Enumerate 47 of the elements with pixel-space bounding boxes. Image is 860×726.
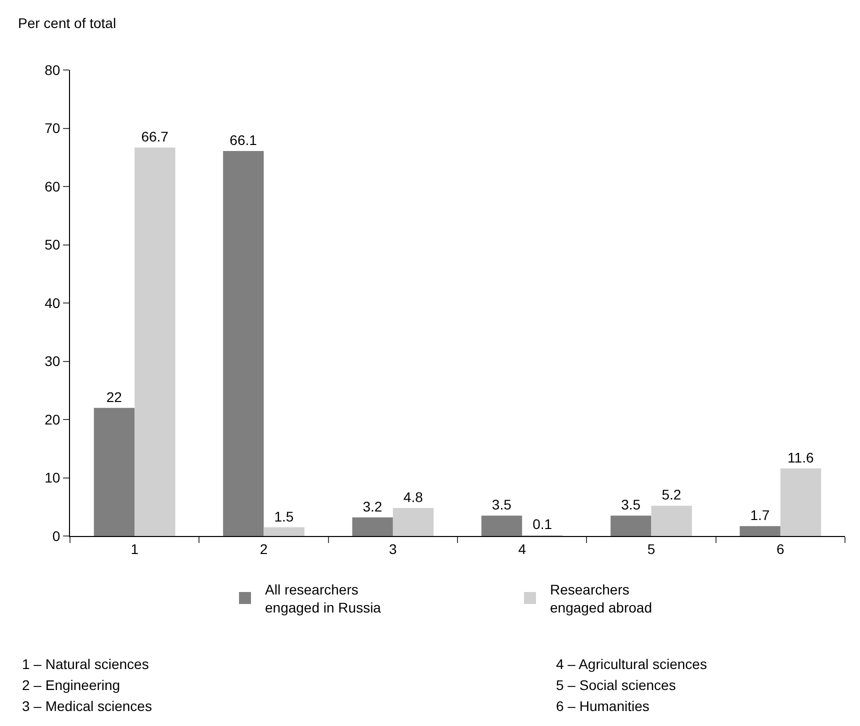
bar	[94, 408, 135, 536]
y-tick-label: 0	[52, 528, 60, 544]
data-label: 3.5	[492, 496, 512, 513]
data-label: 1.7	[750, 507, 770, 524]
text: 5 – Social sciences	[556, 677, 676, 693]
text: 6 – Humanities	[556, 698, 650, 714]
data-label: 1.5	[274, 508, 294, 524]
text: 1 – Natural sciences	[22, 656, 149, 672]
text: 3 – Medical sciences	[22, 698, 152, 714]
y-tick-label: 50	[44, 236, 60, 253]
data-label: 11.6	[788, 449, 814, 466]
text: 4 – Agricultural sciences	[556, 656, 707, 672]
y-tick-label: 40	[44, 294, 60, 311]
x-tick-label: 6	[776, 540, 785, 557]
x-tick-label: 2	[260, 540, 268, 557]
bar	[780, 468, 822, 536]
y-tick-label: 70	[44, 120, 60, 136]
bar	[264, 527, 304, 536]
bar	[481, 516, 522, 536]
data-label: 4.8	[403, 489, 424, 506]
bar	[740, 526, 780, 536]
data-label: 5.2	[662, 486, 682, 503]
x-tick-label: 5	[647, 540, 656, 557]
y-tick-label: 20	[44, 411, 60, 428]
text: 2 – Engineering	[22, 677, 120, 693]
bar	[352, 517, 393, 536]
bar	[134, 147, 176, 536]
bar	[223, 150, 264, 536]
x-tick-label: 3	[389, 540, 398, 557]
y-axis-title: Per cent of total	[18, 15, 116, 31]
y-tick-label: 60	[44, 178, 60, 194]
data-label: 0.1	[532, 516, 552, 532]
y-tick-label: 10	[44, 470, 60, 486]
legend-label: Researchers engaged abroad	[550, 581, 652, 616]
x-tick-label: 4	[518, 540, 526, 557]
y-tick-label: 80	[44, 62, 60, 78]
x-tick-label: 1	[130, 540, 139, 557]
data-label: 3.5	[621, 496, 641, 513]
data-label: 3.2	[362, 498, 382, 514]
data-label: 66.7	[141, 128, 169, 144]
bar	[610, 516, 652, 536]
data-label: 66.1	[230, 132, 258, 148]
bar	[392, 508, 434, 536]
bar	[651, 506, 692, 536]
legend-label: All researchers engaged in Russia	[265, 581, 382, 616]
data-label: 22	[106, 388, 122, 405]
y-tick-label: 30	[44, 353, 60, 370]
